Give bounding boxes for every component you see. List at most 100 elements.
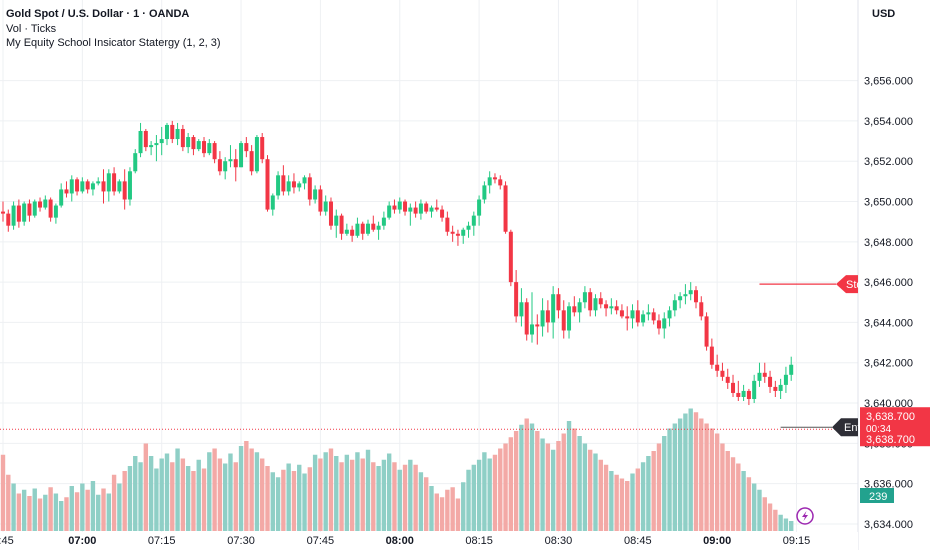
candle-body xyxy=(604,304,609,309)
candle-body xyxy=(646,312,651,315)
candle-body xyxy=(757,372,762,381)
volume-bar xyxy=(587,449,593,531)
strategy-indicator-label[interactable]: My Equity School Insicator Statergy (1, … xyxy=(6,37,221,49)
volume-bar xyxy=(656,443,662,531)
candle-body xyxy=(80,181,85,192)
volume-bars xyxy=(0,408,794,531)
volume-bar xyxy=(312,454,318,531)
candle-body xyxy=(487,177,492,186)
candle-body xyxy=(360,223,365,234)
candle-body xyxy=(101,181,106,192)
candle-body xyxy=(281,175,286,192)
volume-bar xyxy=(619,478,625,531)
volume-bar xyxy=(640,462,646,531)
volume-bar xyxy=(413,464,418,531)
volume-bar xyxy=(598,459,603,531)
candle-body xyxy=(545,310,550,323)
candle-body xyxy=(96,181,101,184)
volume-bar xyxy=(498,448,503,531)
candle-body xyxy=(392,205,397,210)
candle-body xyxy=(561,310,566,331)
volume-value: 239 xyxy=(869,491,887,503)
entry-price-badge xyxy=(860,433,930,447)
volume-bar xyxy=(90,481,96,531)
volume-bar xyxy=(741,471,746,531)
volume-bar xyxy=(111,474,117,531)
candle-body xyxy=(429,207,434,212)
candle-body xyxy=(170,124,175,140)
candle-body xyxy=(69,179,74,194)
volume-bar xyxy=(556,441,561,531)
volume-bar xyxy=(699,418,704,531)
stop-loss-tag xyxy=(836,275,858,294)
volume-bar xyxy=(455,498,461,531)
candle-body xyxy=(149,145,154,148)
candle-body xyxy=(540,310,545,327)
volume-bar xyxy=(767,503,773,531)
volume-bar xyxy=(376,466,381,531)
candle-body xyxy=(265,159,270,210)
candle-body xyxy=(471,215,476,226)
candle-body xyxy=(318,189,323,212)
volume-bar xyxy=(466,469,471,531)
volume-bar xyxy=(286,463,291,531)
volume-bar xyxy=(625,481,630,531)
volume-bar xyxy=(535,431,540,531)
volume-bar xyxy=(159,458,164,531)
candle-body xyxy=(678,296,683,301)
candle-body xyxy=(339,215,344,234)
candle-body xyxy=(530,324,534,335)
volume-bar xyxy=(21,489,27,531)
symbol-title[interactable]: Gold Spot / U.S. Dollar · 1 · OANDA xyxy=(6,8,190,20)
price-axis[interactable]: 3,634.0003,636.0003,638.0003,640.0003,64… xyxy=(859,0,932,550)
volume-bar xyxy=(43,494,48,531)
entry-label: Ent xyxy=(844,422,861,434)
price-tick-label: 3,636.000 xyxy=(864,479,913,491)
time-tick-label: 09:15 xyxy=(783,535,811,547)
candle-body xyxy=(783,374,788,385)
candle-body xyxy=(440,209,445,218)
volume-bar xyxy=(693,412,699,531)
candle-body xyxy=(75,179,80,192)
volume-bar xyxy=(789,521,794,531)
volume-indicator-label[interactable]: Vol · Ticks xyxy=(6,23,57,35)
volume-bar xyxy=(778,514,783,531)
volume-bar xyxy=(101,488,106,531)
volume-bar xyxy=(646,456,651,531)
candle-body xyxy=(725,376,730,383)
volume-bar xyxy=(355,452,360,531)
volume-bar xyxy=(196,459,201,531)
candle-body xyxy=(773,386,778,391)
candle-body xyxy=(90,183,95,190)
candle-body xyxy=(16,205,21,222)
candle-body xyxy=(260,137,265,160)
volume-bar xyxy=(323,452,328,531)
volume-bar xyxy=(37,498,43,531)
volume-bar xyxy=(175,448,180,531)
currency-label[interactable]: USD xyxy=(872,8,896,20)
candle-body xyxy=(297,183,302,188)
candle-body xyxy=(741,390,746,397)
time-tick-label: 09:00 xyxy=(703,535,731,547)
candle-body xyxy=(27,203,32,216)
candle-body xyxy=(461,229,466,236)
candle-body xyxy=(138,130,143,154)
candle-body xyxy=(228,159,233,162)
candle-body xyxy=(593,298,598,311)
time-axis[interactable]: 6:45 07:00 07:15 07:30 07:45 08:00 08:15 08:30 0… xyxy=(0,532,858,550)
candle-body xyxy=(746,390,751,399)
volume-bar xyxy=(339,462,344,531)
volume-bar xyxy=(397,469,402,531)
volume-bar xyxy=(170,462,175,531)
volume-bar xyxy=(461,482,466,531)
volume-bar xyxy=(688,408,693,531)
volume-bar xyxy=(429,486,434,531)
candle-body xyxy=(397,201,402,210)
candle-body xyxy=(48,199,53,218)
candle-body xyxy=(577,302,582,313)
candle-body xyxy=(704,316,709,347)
volume-bar xyxy=(762,497,767,531)
candle-body xyxy=(366,223,371,234)
volume-bar xyxy=(519,424,524,531)
